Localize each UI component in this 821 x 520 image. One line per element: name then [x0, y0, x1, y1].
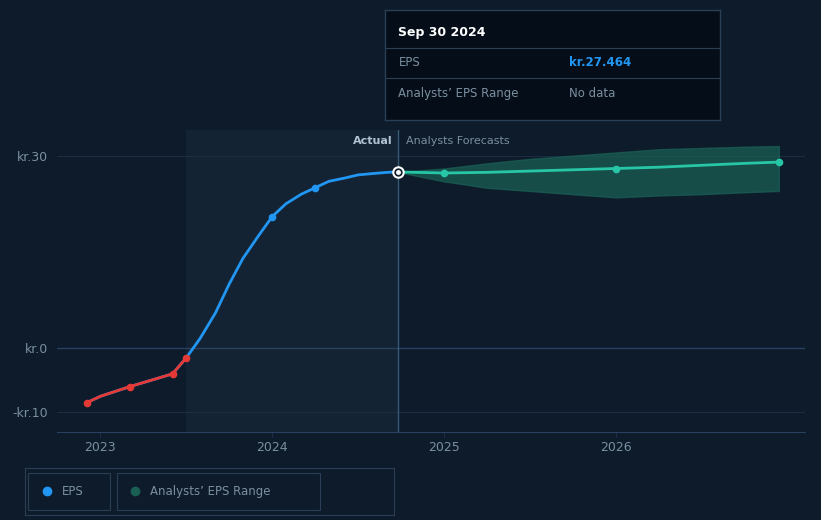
Text: EPS: EPS	[398, 56, 420, 69]
Text: kr.27.464: kr.27.464	[569, 56, 631, 69]
Text: Actual: Actual	[353, 136, 392, 147]
Text: Analysts’ EPS Range: Analysts’ EPS Range	[398, 87, 519, 100]
Text: EPS: EPS	[62, 485, 83, 498]
FancyBboxPatch shape	[117, 473, 320, 510]
Text: Analysts’ EPS Range: Analysts’ EPS Range	[150, 485, 271, 498]
Text: Analysts Forecasts: Analysts Forecasts	[406, 136, 510, 147]
FancyBboxPatch shape	[28, 473, 110, 510]
Text: No data: No data	[569, 87, 616, 100]
Bar	[186, 130, 397, 432]
Text: Sep 30 2024: Sep 30 2024	[398, 27, 486, 40]
